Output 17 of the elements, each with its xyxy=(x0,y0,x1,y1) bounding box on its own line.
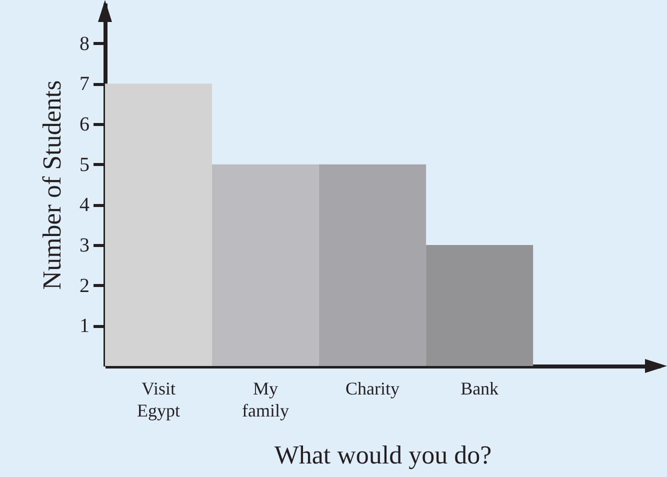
x-tick-label: Bank xyxy=(460,378,499,398)
y-axis-title: Number of Students xyxy=(38,80,66,290)
bar xyxy=(212,164,320,366)
y-tick-label: 8 xyxy=(80,32,90,55)
y-tick-label: 6 xyxy=(80,114,90,136)
y-tick-label: 2 xyxy=(80,274,90,297)
bar xyxy=(319,164,426,366)
x-axis-title: What would you do? xyxy=(274,440,492,470)
y-tick-label: 5 xyxy=(80,154,90,176)
x-tick-label: Visit Egypt xyxy=(137,378,180,420)
x-tick-label: My family xyxy=(242,378,290,420)
y-tick-label: 1 xyxy=(80,315,90,338)
y-tick-label: 4 xyxy=(80,194,90,216)
y-tick-label: 7 xyxy=(80,73,90,96)
x-tick-label: Charity xyxy=(346,378,400,398)
y-tick-label: 3 xyxy=(80,234,90,256)
bar xyxy=(426,245,534,366)
